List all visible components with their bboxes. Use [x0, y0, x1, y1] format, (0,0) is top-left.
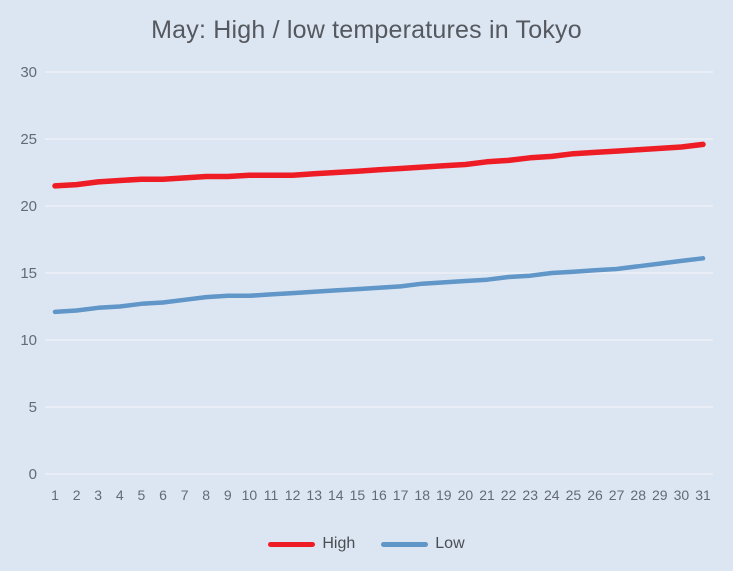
x-tick-label: 10 [242, 487, 258, 503]
legend-swatch-high [268, 541, 316, 547]
legend-swatch-low [381, 541, 429, 547]
y-tick-label: 0 [29, 466, 37, 483]
x-tick-label: 22 [501, 487, 517, 503]
x-tick-label: 17 [393, 487, 409, 503]
x-tick-label: 5 [138, 487, 146, 503]
x-tick-label: 9 [224, 487, 232, 503]
x-tick-label: 30 [674, 487, 690, 503]
x-tick-label: 26 [587, 487, 603, 503]
x-tick-label: 1 [51, 487, 59, 503]
chart-title: May: High / low temperatures in Tokyo [151, 16, 582, 44]
x-tick-label: 23 [522, 487, 538, 503]
x-tick-label: 16 [371, 487, 387, 503]
x-tick-label: 14 [328, 487, 344, 503]
x-tick-label: 6 [159, 487, 167, 503]
x-tick-label: 8 [202, 487, 210, 503]
y-tick-label: 30 [20, 64, 37, 81]
series-line-low [52, 256, 706, 315]
x-tick-label: 11 [264, 487, 279, 503]
legend-label-high: High [322, 535, 356, 552]
series-line-high [52, 141, 706, 189]
x-tick-label: 7 [181, 487, 189, 503]
x-tick-label: 21 [479, 487, 495, 503]
x-tick-label: 4 [116, 487, 124, 503]
x-tick-label: 12 [285, 487, 301, 503]
x-tick-label: 20 [458, 487, 474, 503]
x-tick-label: 31 [695, 487, 711, 503]
y-tick-label: 20 [20, 198, 37, 215]
x-tick-label: 25 [566, 487, 582, 503]
y-tick-label: 15 [20, 265, 37, 282]
legend-item-low: Low [381, 535, 465, 553]
x-tick-label: 15 [350, 487, 366, 503]
x-tick-label: 18 [414, 487, 430, 503]
x-tick-label: 2 [73, 487, 81, 503]
x-tick-label: 3 [94, 487, 102, 503]
chart-legend: High Low [0, 535, 733, 553]
x-tick-label: 29 [652, 487, 668, 503]
x-tick-label: 19 [436, 487, 452, 503]
x-tick-label: 28 [630, 487, 646, 503]
legend-label-low: Low [435, 535, 465, 552]
legend-item-high: High [268, 535, 355, 553]
y-tick-label: 10 [20, 332, 37, 349]
x-tick-label: 13 [306, 487, 322, 503]
y-tick-label: 5 [29, 399, 37, 416]
y-tick-label: 25 [20, 131, 37, 148]
x-tick-label: 24 [544, 487, 560, 503]
x-tick-label: 27 [609, 487, 625, 503]
